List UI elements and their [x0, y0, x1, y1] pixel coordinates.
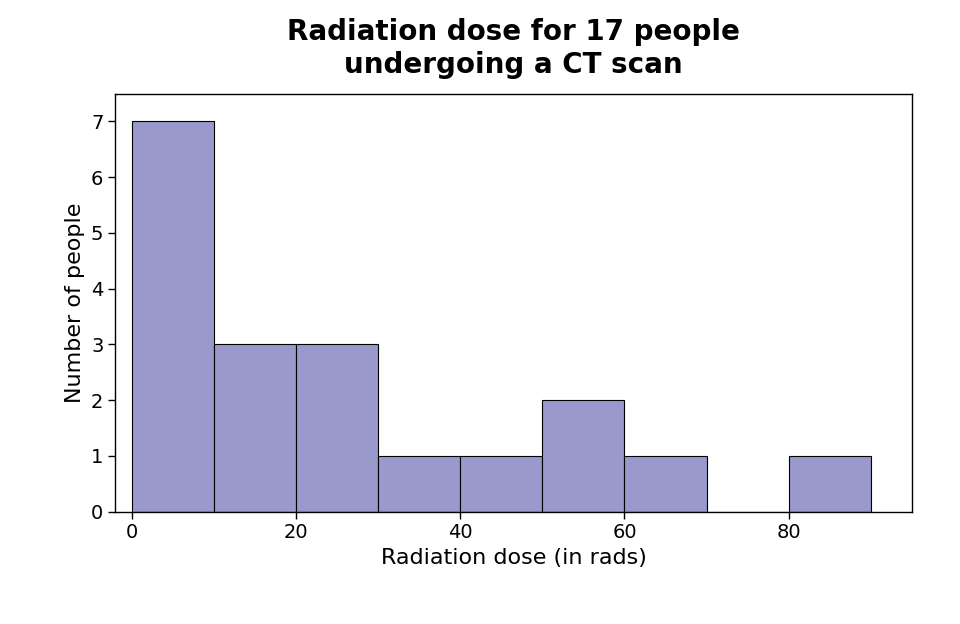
Y-axis label: Number of people: Number of people [65, 202, 85, 403]
Bar [625, 456, 707, 512]
X-axis label: Radiation dose (in rads): Radiation dose (in rads) [381, 548, 646, 568]
Bar [378, 456, 460, 512]
Bar [789, 456, 871, 512]
Bar [460, 456, 542, 512]
Bar [132, 122, 214, 512]
Bar [214, 344, 296, 512]
Bar [542, 400, 625, 512]
Title: Radiation dose for 17 people
undergoing a CT scan: Radiation dose for 17 people undergoing … [287, 18, 740, 79]
Bar [296, 344, 378, 512]
